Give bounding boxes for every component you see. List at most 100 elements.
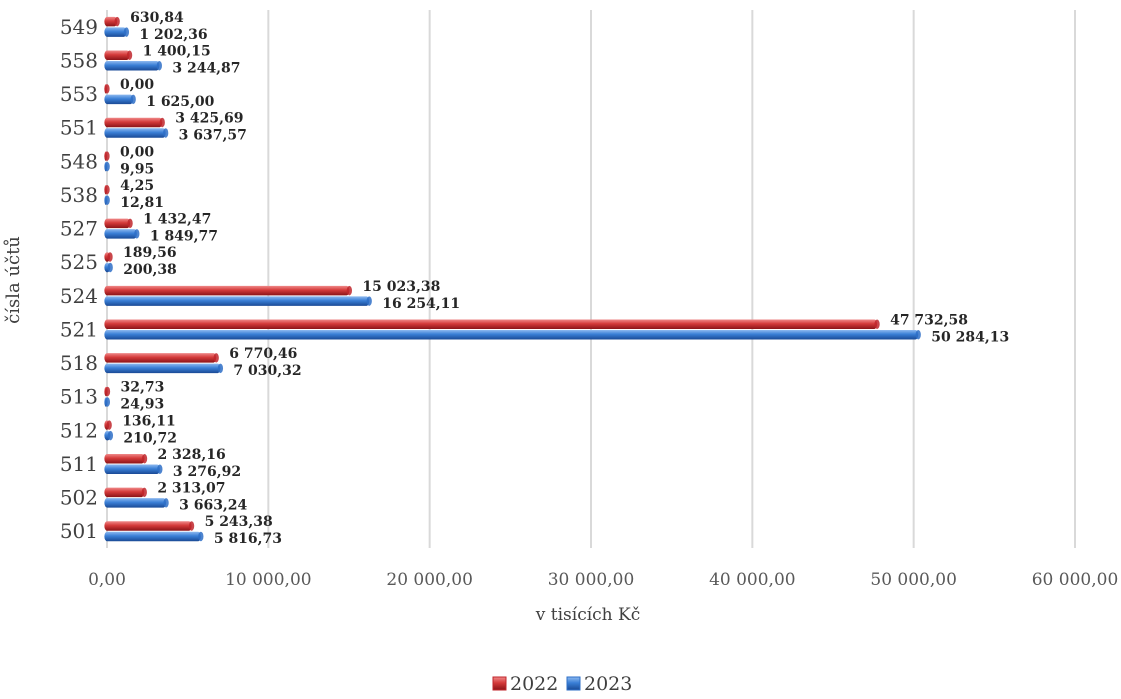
y-tick-label: 511 bbox=[60, 452, 98, 476]
y-axis-ticks: 501 502 511 512 513 518 521 524 525 527 538 548 551 5… bbox=[60, 15, 98, 543]
bar-cap-2023-527 bbox=[134, 229, 140, 239]
y-tick-label: 548 bbox=[60, 149, 98, 173]
bar-2023-551 bbox=[104, 128, 166, 138]
y-tick-label: 502 bbox=[60, 486, 98, 510]
data-label-2023-511: 3 276,92 bbox=[173, 464, 241, 480]
bar-2022-518 bbox=[104, 353, 217, 363]
data-label-2023-538: 12,81 bbox=[120, 195, 164, 211]
bar-cap-2023-538 bbox=[104, 195, 110, 205]
bar-2022-524 bbox=[104, 285, 350, 296]
data-label-2022-548: 0,00 bbox=[120, 144, 154, 160]
bar-cap-2022-553 bbox=[104, 84, 110, 94]
data-label-2022-538: 4,25 bbox=[120, 178, 154, 194]
data-label-2023-527: 1 849,77 bbox=[150, 229, 218, 245]
bar-cap-2023-512 bbox=[107, 430, 114, 441]
bar-2022-551 bbox=[104, 117, 163, 128]
bar-cap-2022-518 bbox=[213, 353, 219, 363]
bar-cap-2023-553 bbox=[130, 94, 136, 105]
data-label-2023-502: 3 663,24 bbox=[179, 498, 247, 514]
data-labels: 5 243,385 816,73 2 313,073 663,24 2 328,16… bbox=[120, 10, 1009, 547]
bar-cap-2022-524 bbox=[346, 285, 352, 296]
y-tick-label: 512 bbox=[60, 418, 98, 442]
bar-cap-2023-502 bbox=[163, 498, 169, 508]
bar-2023-549 bbox=[104, 27, 127, 37]
bar-cap-2023-511 bbox=[157, 464, 163, 474]
y-tick-label: 501 bbox=[60, 519, 98, 543]
legend-swatch-2022 bbox=[492, 676, 507, 691]
data-label-2022-512: 136,11 bbox=[122, 413, 176, 429]
data-label-2022-525: 189,56 bbox=[123, 245, 177, 261]
x-axis-ticks: 0,00 10 000,00 20 000,00 30 000,00 40 000,00… bbox=[88, 570, 1118, 590]
legend-swatch-2023 bbox=[566, 676, 581, 691]
bar-cap-2023-501 bbox=[198, 531, 204, 542]
x-tick-label: 60 000,00 bbox=[1032, 570, 1119, 590]
bar-cap-2022-521 bbox=[874, 319, 880, 329]
x-tick-label: 10 000,00 bbox=[225, 570, 312, 590]
bar-cap-2023-558 bbox=[156, 60, 162, 71]
bar-2023-518 bbox=[104, 363, 221, 374]
data-label-2022-502: 2 313,07 bbox=[157, 481, 225, 497]
bar-2022-549 bbox=[104, 16, 118, 27]
x-tick-label: 20 000,00 bbox=[386, 570, 473, 590]
bar-cap-2022-525 bbox=[107, 252, 113, 262]
y-tick-label: 521 bbox=[60, 317, 98, 341]
bar-cap-2022-548 bbox=[104, 151, 110, 161]
bar-2023-502 bbox=[104, 498, 167, 508]
data-label-2023-548: 9,95 bbox=[120, 161, 154, 177]
bar-cap-2023-551 bbox=[163, 128, 169, 138]
data-label-2022-511: 2 328,16 bbox=[158, 447, 226, 463]
bar-cap-2022-549 bbox=[114, 16, 120, 27]
data-label-2022-521: 47 732,58 bbox=[890, 312, 968, 328]
bar-2022-558 bbox=[104, 50, 130, 60]
y-tick-label: 524 bbox=[60, 284, 98, 308]
data-label-2022-524: 15 023,38 bbox=[362, 279, 440, 295]
data-label-2022-527: 1 432,47 bbox=[143, 212, 211, 228]
x-axis-title: v tisících Kč bbox=[535, 605, 641, 625]
bar-2023-524 bbox=[104, 296, 370, 306]
data-label-2023-501: 5 816,73 bbox=[214, 531, 282, 547]
legend-label-2023: 2023 bbox=[584, 673, 632, 695]
bar-2023-501 bbox=[104, 531, 201, 542]
bar-2022-527 bbox=[104, 218, 131, 229]
data-label-2023-524: 16 254,11 bbox=[382, 296, 460, 312]
data-label-2023-553: 1 625,00 bbox=[146, 94, 214, 110]
bar-cap-2023-549 bbox=[123, 27, 130, 37]
bar-2023-527 bbox=[104, 229, 137, 239]
bar-cap-2023-521 bbox=[915, 329, 921, 340]
bar-2022-501 bbox=[104, 521, 192, 531]
x-tick-label: 30 000,00 bbox=[548, 570, 635, 590]
data-label-2022-549: 630,84 bbox=[130, 10, 184, 26]
x-tick-label: 40 000,00 bbox=[709, 570, 796, 590]
bar-cap-2022-511 bbox=[141, 453, 148, 464]
y-tick-label: 518 bbox=[60, 351, 98, 375]
y-axis-title: čísla účtů bbox=[2, 236, 24, 324]
data-label-2022-553: 0,00 bbox=[120, 77, 154, 93]
y-tick-label: 553 bbox=[60, 82, 98, 106]
y-tick-label: 551 bbox=[60, 116, 98, 140]
data-label-2023-513: 24,93 bbox=[120, 397, 164, 413]
data-label-2022-551: 3 425,69 bbox=[175, 111, 243, 127]
gridlines bbox=[106, 10, 1076, 548]
bar-cap-2022-527 bbox=[127, 218, 133, 229]
x-tick-label: 0,00 bbox=[88, 570, 126, 590]
data-label-2023-525: 200,38 bbox=[123, 262, 177, 278]
bar-cap-2022-513 bbox=[104, 386, 111, 397]
bar-cap-2022-512 bbox=[106, 420, 112, 430]
data-label-2022-558: 1 400,15 bbox=[143, 43, 211, 59]
bar-2023-521 bbox=[104, 329, 919, 340]
bar-cap-2023-525 bbox=[107, 262, 113, 273]
legend-label-2022: 2022 bbox=[510, 673, 558, 695]
bar-2022-511 bbox=[104, 453, 145, 464]
bar-cap-2023-524 bbox=[366, 296, 372, 306]
bar-2023-511 bbox=[104, 464, 160, 474]
bar-2022-502 bbox=[104, 487, 145, 498]
bar-cap-2022-501 bbox=[188, 521, 195, 531]
bar-2023-553 bbox=[104, 94, 134, 105]
x-tick-label: 50 000,00 bbox=[870, 570, 957, 590]
y-tick-label: 549 bbox=[60, 15, 98, 39]
legend: 2022 2023 bbox=[492, 673, 632, 695]
data-label-2023-518: 7 030,32 bbox=[233, 363, 301, 379]
bar-cap-2022-502 bbox=[141, 487, 147, 498]
y-tick-label: 525 bbox=[60, 250, 98, 274]
